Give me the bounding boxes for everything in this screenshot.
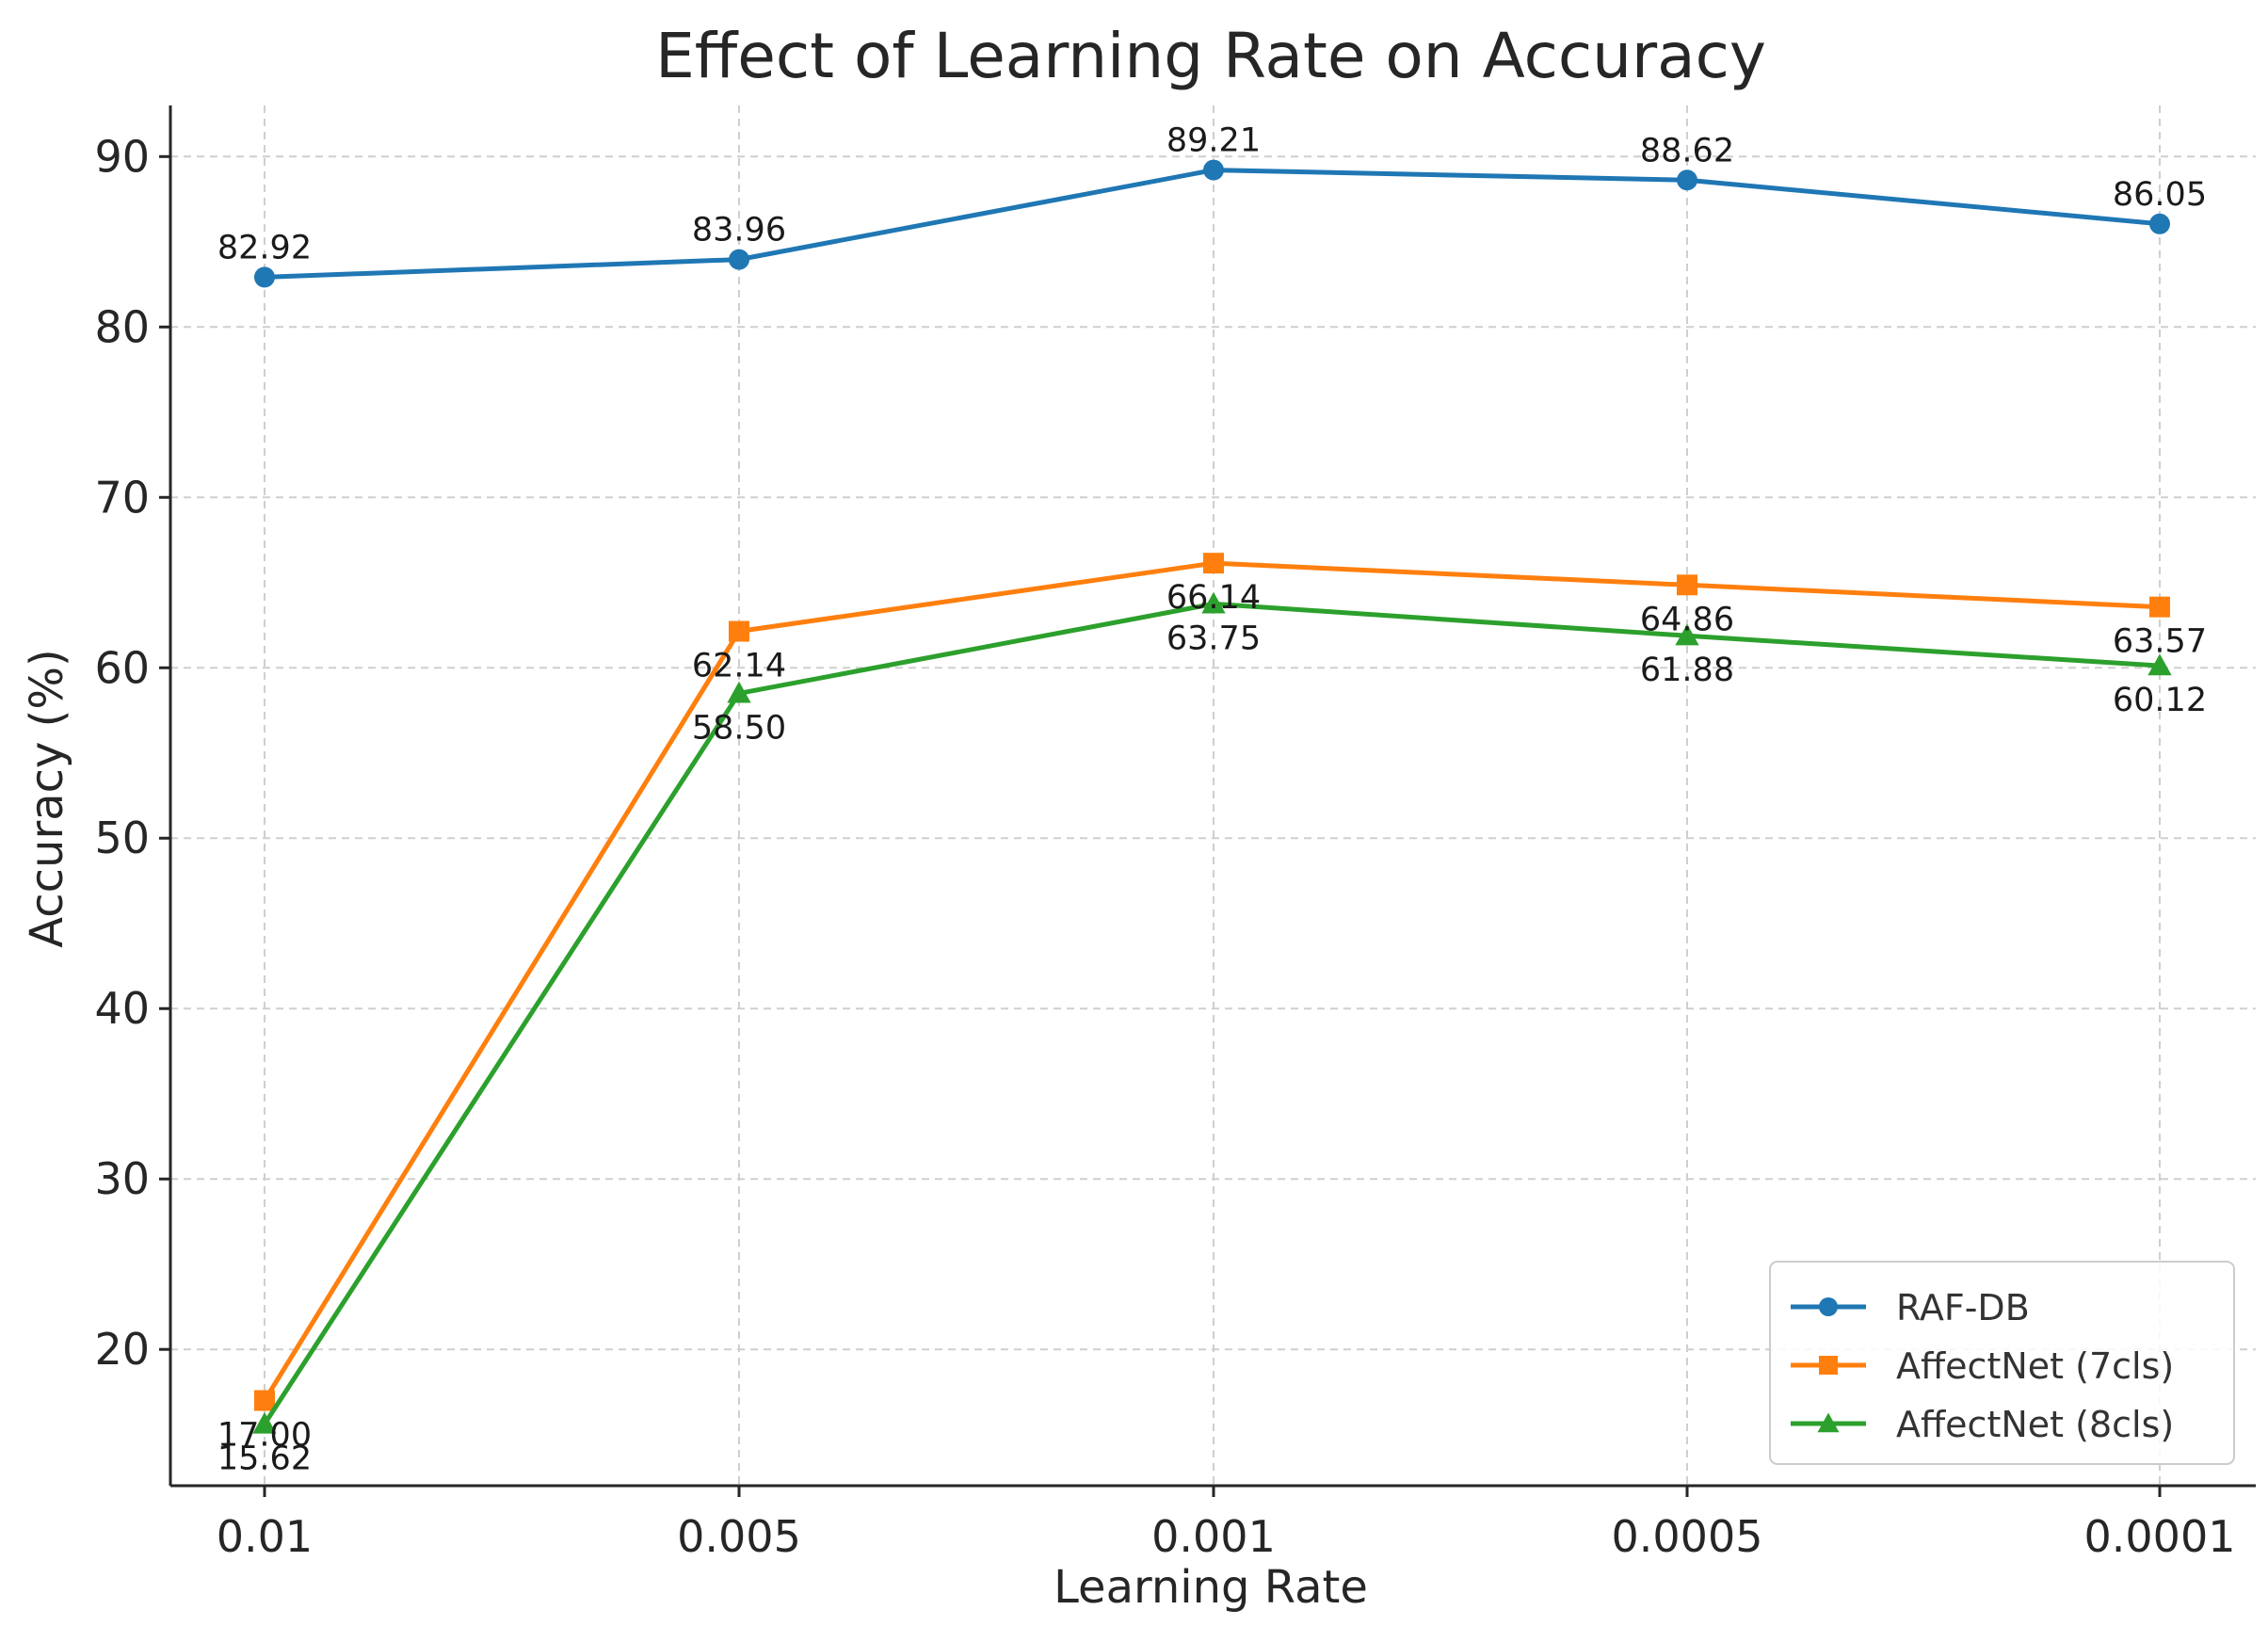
legend-label: AffectNet (7cls): [1896, 1345, 2174, 1387]
data-label: 63.75: [1166, 620, 1261, 657]
legend-item-1[interactable]: AffectNet (7cls): [1791, 1345, 2174, 1387]
x-tick-label: 0.01: [217, 1511, 313, 1562]
legend-marker: [1817, 1412, 1840, 1433]
data-point: [1201, 591, 1226, 614]
chart-title: Effect of Learning Rate on Accuracy: [655, 20, 1766, 92]
legend-marker: [1819, 1297, 1838, 1316]
y-tick-label: 40: [94, 983, 150, 1034]
y-axis-label: Accuracy (%): [21, 649, 73, 947]
data-point: [1677, 169, 1697, 191]
legend-label: RAF-DB: [1896, 1287, 2030, 1328]
series-group: [252, 159, 2172, 1434]
data-point: [729, 620, 749, 642]
grid: [170, 105, 2256, 1486]
data-label: 61.88: [1640, 652, 1734, 689]
axes: 20 30 40 50 60 70 80 90 0.01 0.005 0.001 0.0005 0.00…: [94, 105, 2256, 1562]
data-point: [2149, 596, 2170, 618]
x-tick-label: 0.0005: [1612, 1511, 1763, 1562]
series-1: [254, 553, 2170, 1411]
y-tick-label: 20: [94, 1324, 150, 1375]
data-point: [1677, 574, 1697, 596]
series-0: [254, 159, 2170, 288]
data-point: [2147, 653, 2172, 676]
series-line: [264, 168, 2161, 280]
legend-item-0[interactable]: RAF-DB: [1791, 1287, 2030, 1328]
data-label: 62.14: [692, 648, 786, 685]
x-tick-label: 0.005: [677, 1511, 801, 1562]
data-label: 60.12: [2113, 682, 2207, 719]
data-label: 82.92: [217, 229, 312, 266]
data-point: [252, 1411, 277, 1434]
legend-marker: [1819, 1356, 1838, 1375]
y-tick-label: 60: [94, 642, 150, 693]
data-point: [254, 266, 275, 288]
y-tick-label: 30: [94, 1153, 150, 1204]
data-label: 86.05: [2113, 176, 2207, 214]
data-label: 64.86: [1640, 601, 1734, 638]
y-tick-label: 90: [94, 131, 150, 182]
y-tick-label: 80: [94, 301, 150, 352]
legend[interactable]: RAF-DB AffectNet (7cls) AffectNet (8cls): [1769, 1261, 2235, 1465]
x-axis-label: Learning Rate: [1054, 1561, 1368, 1614]
legend-label: AffectNet (8cls): [1896, 1404, 2174, 1445]
data-point: [727, 681, 751, 703]
legend-item-2[interactable]: AffectNet (8cls): [1791, 1404, 2174, 1445]
x-tick-label: 0.0001: [2084, 1511, 2236, 1562]
data-label: 89.21: [1166, 122, 1261, 160]
data-label: 15.62: [217, 1440, 312, 1477]
data-label: 88.62: [1640, 132, 1734, 169]
data-point: [729, 249, 749, 270]
x-tick-label: 0.001: [1151, 1511, 1276, 1562]
y-tick-label: 50: [94, 813, 150, 863]
data-labels: 82.92 83.96 89.21 88.62 86.05 17.00 62.14 66.14…: [217, 122, 2207, 1478]
data-label: 63.57: [2113, 623, 2207, 661]
data-point: [1203, 553, 1224, 574]
data-label: 66.14: [1166, 579, 1261, 617]
data-label: 58.50: [692, 709, 786, 747]
data-label: 83.96: [692, 212, 786, 250]
y-tick-label: 70: [94, 472, 150, 523]
data-label: 17.00: [217, 1417, 312, 1455]
data-point: [1203, 159, 1224, 181]
legend-box: [1769, 1261, 2235, 1465]
data-point: [2149, 213, 2170, 234]
data-point: [254, 1390, 275, 1411]
data-point: [1675, 623, 1699, 646]
series-2: [252, 591, 2172, 1434]
